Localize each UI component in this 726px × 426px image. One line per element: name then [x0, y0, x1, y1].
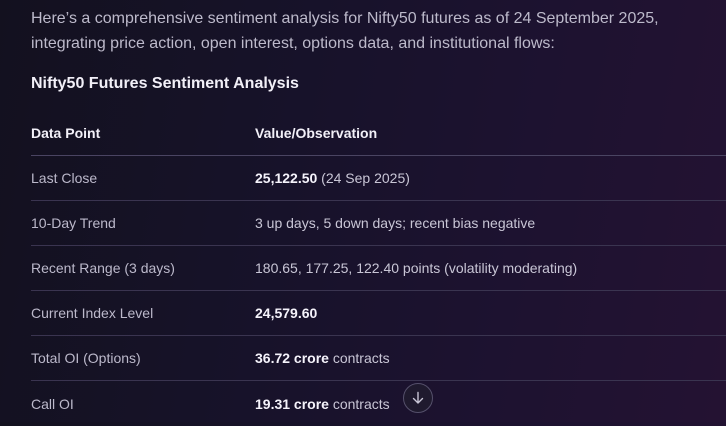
table-row: Current Index Level 24,579.60	[31, 291, 726, 336]
row-value-rest: 3 up days, 5 down days; recent bias nega…	[255, 215, 536, 231]
row-label: Recent Range (3 days)	[31, 260, 175, 276]
row-value-rest: contracts	[328, 350, 390, 366]
column-header-data-point: Data Point	[31, 125, 101, 141]
row-value: 24,579.60	[255, 291, 725, 335]
row-value-rest: (24 Sep 2025)	[317, 170, 410, 186]
section-title: Nifty50 Futures Sentiment Analysis	[31, 75, 299, 92]
table-row: 10-Day Trend 3 up days, 5 down days; rec…	[31, 201, 726, 246]
row-label: 10-Day Trend	[31, 215, 116, 231]
row-value-bold: 36.72 crore	[255, 350, 329, 366]
sentiment-table: Data Point Value/Observation Last Close …	[31, 111, 726, 426]
table-row: Total OI (Options) 36.72 crore contracts	[31, 336, 726, 381]
table-row: Recent Range (3 days) 180.65, 177.25, 12…	[31, 246, 726, 291]
row-value: 180.65, 177.25, 122.40 points (volatilit…	[255, 246, 725, 290]
scroll-to-bottom-button[interactable]	[403, 383, 433, 413]
row-value: 25,122.50 (24 Sep 2025)	[255, 156, 725, 200]
arrow-down-icon	[412, 391, 424, 404]
row-label: Last Close	[31, 170, 98, 186]
row-value: 36.72 crore contracts	[255, 336, 725, 380]
table-row: Call OI 19.31 crore contracts	[31, 381, 726, 426]
table-header-row: Data Point Value/Observation	[31, 111, 726, 156]
row-value-rest: 180.65, 177.25, 122.40 points (volatilit…	[255, 260, 578, 276]
row-label: Call OI	[31, 395, 74, 412]
row-value-bold: 25,122.50	[255, 170, 318, 186]
row-value: 19.31 crore contracts	[255, 381, 725, 426]
row-value: 3 up days, 5 down days; recent bias nega…	[255, 201, 725, 245]
row-label: Total OI (Options)	[31, 350, 141, 366]
table-row: Last Close 25,122.50 (24 Sep 2025)	[31, 156, 726, 201]
row-value-rest: contracts	[328, 395, 390, 412]
intro-text: Here’s a comprehensive sentiment analysi…	[31, 10, 659, 52]
column-header-value: Value/Observation	[255, 125, 378, 141]
row-label: Current Index Level	[31, 305, 154, 321]
row-value-bold: 24,579.60	[255, 305, 318, 321]
row-value-bold: 19.31 crore	[255, 395, 329, 412]
